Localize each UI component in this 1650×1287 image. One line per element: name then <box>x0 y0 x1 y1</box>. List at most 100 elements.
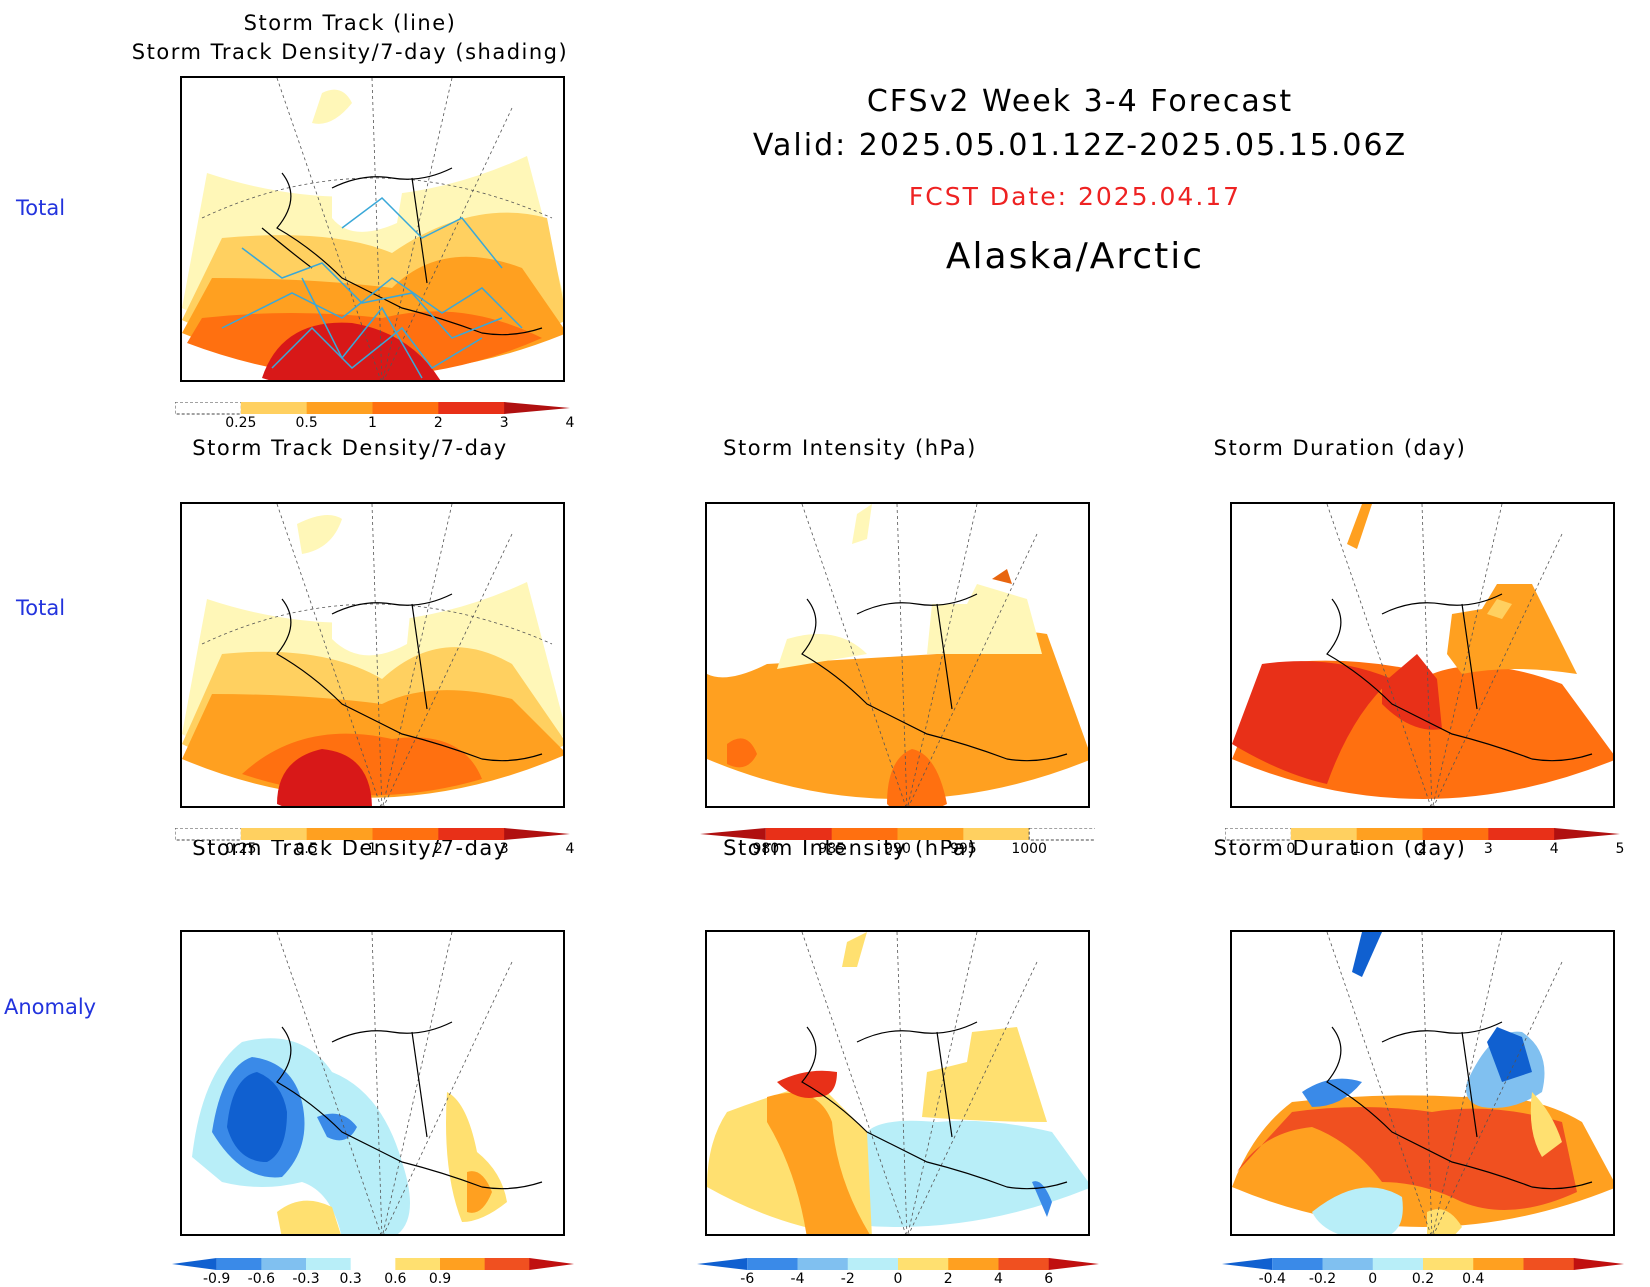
colorbar-density-top: 0.25 0.5 1 2 3 4 <box>175 402 574 434</box>
colorbar-duration-swatch <box>1488 828 1555 840</box>
colorbar-intensity-swatch <box>897 828 964 840</box>
colorbar-duration: 0 1 2 3 4 5 <box>1225 828 1624 860</box>
panel2-title: Storm Track Density/7-day <box>192 436 508 460</box>
colorbar-duration-tick-label: 0 <box>1286 841 1296 857</box>
forecast-title: CFSv2 Week 3-4 Forecast <box>866 84 1294 119</box>
panel1-title-shading: Storm Track Density/7-day (shading) <box>131 40 569 64</box>
row-label-total-2: Total <box>16 596 66 620</box>
colorbar-duration-anomaly-graphic <box>1222 1258 1624 1270</box>
colorbar-density-anomaly-swatch <box>440 1258 486 1270</box>
colorbar-density-anomaly-swatch <box>306 1258 352 1270</box>
valid-period: Valid: 2025.05.01.12Z-2025.05.15.06Z <box>752 128 1408 163</box>
colorbar-intensity: 980 985 990 995 1000 <box>700 828 1095 860</box>
colorbar-density-anomaly-tick-label: 0.9 <box>428 1271 452 1287</box>
colorbar-density-top-tick-label: 4 <box>565 415 575 431</box>
colorbar-intensity-graphic <box>700 828 1095 841</box>
colorbar-density-mid-swatch <box>372 828 439 840</box>
region-title: Alaska/Arctic <box>945 236 1205 277</box>
map-panel-storm-track-total <box>180 76 565 382</box>
colorbar-intensity-anomaly-swatch <box>948 1258 999 1270</box>
colorbar-density-mid-tick-label: 2 <box>433 841 443 857</box>
colorbar-density-mid-tick-label: 1 <box>368 841 377 857</box>
colorbar-duration-tick-label: 1 <box>1352 841 1362 857</box>
map-panel-intensity-total <box>705 502 1090 808</box>
colorbar-duration-anomaly-swatch <box>1272 1258 1323 1270</box>
colorbar-density-mid-swatch <box>240 828 308 840</box>
colorbar-duration-anomaly-tick-label: -0.4 <box>1258 1271 1286 1287</box>
colorbar-density-mid-tick-label: 4 <box>565 841 575 857</box>
colorbar-intensity-swatch <box>831 828 898 840</box>
colorbar-density-anomaly-swatch <box>395 1258 441 1270</box>
colorbar-density-top-tick-label: 1 <box>368 415 377 431</box>
colorbar-density-top-tick-label: 2 <box>433 415 443 431</box>
colorbar-density-mid-swatch <box>175 828 242 841</box>
colorbar-density-anomaly-swatch <box>216 1258 262 1270</box>
colorbar-density-anomaly-swatch <box>529 1258 574 1270</box>
colorbar-duration-anomaly-tick-label: 0 <box>1368 1271 1378 1287</box>
colorbar-density-top-swatch <box>175 402 242 415</box>
colorbar-density-top-tick-label: 0.5 <box>295 415 318 431</box>
colorbar-duration-anomaly-tick-label: -0.2 <box>1308 1271 1337 1287</box>
colorbar-duration-anomaly-tick-label: 0.4 <box>1462 1271 1485 1287</box>
colorbar-duration-tick-label: 5 <box>1615 841 1625 857</box>
colorbar-duration-swatch <box>1356 828 1423 840</box>
colorbar-duration-swatch <box>1225 828 1292 841</box>
colorbar-intensity-anomaly-tick-label: 0 <box>893 1271 903 1287</box>
colorbar-duration-anomaly-tick-label: 0.2 <box>1411 1271 1435 1287</box>
map-panel-intensity-anomaly <box>705 930 1090 1236</box>
colorbar-density-mid-tick-label: 0.25 <box>225 841 257 857</box>
row-label-total-1: Total <box>16 196 66 220</box>
colorbar-density-top-swatch <box>306 402 373 414</box>
colorbar-density-mid: 0.25 0.5 1 2 3 4 <box>175 828 574 860</box>
colorbar-density-mid-tick-label: 3 <box>499 841 509 857</box>
colorbar-intensity-swatch <box>1028 828 1095 841</box>
colorbar-density-top-tick-label: 0.25 <box>225 415 257 431</box>
colorbar-duration-swatch <box>1290 828 1358 840</box>
colorbar-density-anomaly-tick-label: -0.9 <box>202 1271 231 1287</box>
colorbar-intensity-anomaly-tick-label: -4 <box>790 1271 805 1287</box>
colorbar-intensity-swatch <box>700 828 766 840</box>
map-panel-density-total <box>180 502 565 808</box>
colorbar-intensity-tick-label: 985 <box>818 841 846 857</box>
panel1-title-line: Storm Track (line) <box>243 11 457 35</box>
colorbar-duration-anomaly-swatch <box>1423 1258 1474 1270</box>
colorbar-duration-tick-label: 2 <box>1418 841 1427 857</box>
colorbar-intensity-anomaly-swatch <box>1048 1258 1099 1270</box>
colorbar-intensity-anomaly-tick-label: 4 <box>994 1271 1003 1287</box>
colorbar-intensity-tick-label: 1000 <box>1011 841 1047 857</box>
colorbar-duration-anomaly-swatch <box>1473 1258 1524 1270</box>
colorbar-intensity-anomaly-tick-label: -6 <box>740 1271 755 1287</box>
colorbar-duration-anomaly: -0.4 -0.2 0 0.2 0.4 <box>1222 1258 1624 1287</box>
colorbar-duration-tick-label: 4 <box>1549 841 1559 857</box>
colorbar-density-mid-tick-label: 0.5 <box>295 841 318 857</box>
colorbar-density-anomaly-swatch <box>484 1258 530 1270</box>
colorbar-intensity-anomaly-swatch <box>898 1258 949 1270</box>
colorbar-duration-anomaly-swatch <box>1523 1258 1575 1270</box>
colorbar-intensity-anomaly-swatch <box>847 1258 899 1270</box>
colorbar-intensity-swatch <box>963 828 1030 840</box>
colorbar-duration-swatch <box>1422 828 1489 840</box>
colorbar-duration-anomaly-swatch <box>1573 1258 1624 1270</box>
colorbar-density-anomaly-swatch <box>172 1258 217 1270</box>
colorbar-intensity-tick-label: 990 <box>884 841 911 857</box>
colorbar-density-top-swatch <box>240 402 308 414</box>
colorbar-density-mid-swatch <box>504 828 570 840</box>
colorbar-density-top-swatch <box>372 402 439 414</box>
colorbar-density-mid-swatch <box>306 828 373 840</box>
colorbar-intensity-tick-label: 995 <box>949 841 977 857</box>
colorbar-duration-anomaly-swatch <box>1222 1258 1273 1270</box>
forecast-date: FCST Date: 2025.04.17 <box>908 182 1242 211</box>
colorbar-intensity-anomaly-tick-label: -2 <box>840 1271 855 1287</box>
map-panel-duration-anomaly <box>1230 930 1615 1236</box>
colorbar-density-anomaly-graphic <box>172 1258 574 1270</box>
colorbar-duration-anomaly-swatch <box>1372 1258 1424 1270</box>
colorbar-duration-anomaly-swatch <box>1322 1258 1374 1270</box>
colorbar-density-anomaly-swatch <box>261 1258 307 1270</box>
colorbar-density-anomaly-tick-label: -0.6 <box>247 1271 275 1287</box>
colorbar-intensity-anomaly: -6 -4 -2 0 2 4 6 <box>697 1258 1099 1287</box>
colorbar-density-top-swatch <box>504 402 570 414</box>
colorbar-density-top-tick-label: 3 <box>499 415 509 431</box>
map-panel-density-anomaly <box>180 930 565 1236</box>
colorbar-duration-swatch <box>1554 828 1620 840</box>
colorbar-intensity-anomaly-graphic <box>697 1258 1099 1270</box>
